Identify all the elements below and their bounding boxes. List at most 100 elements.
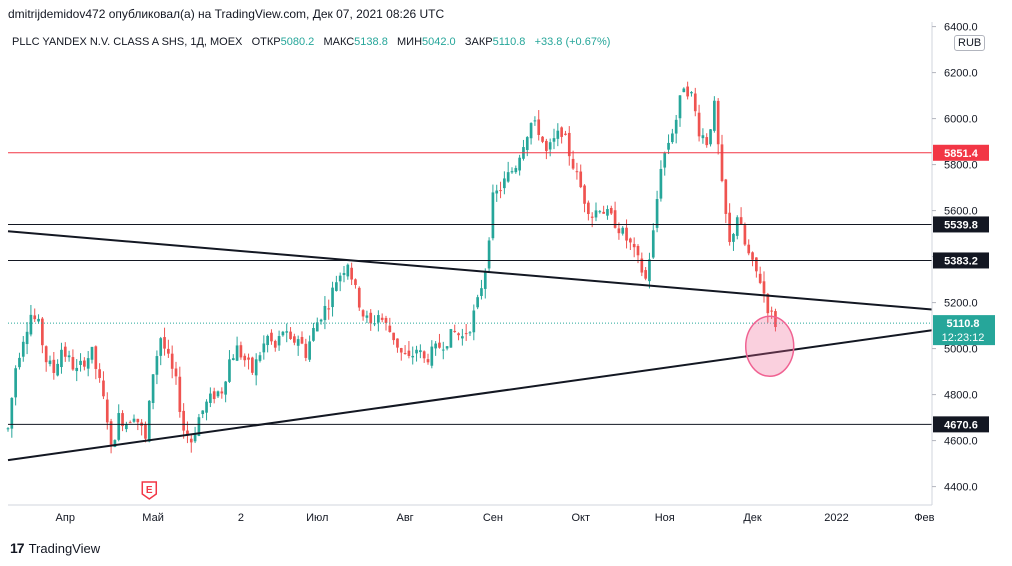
- candle-body: [197, 417, 201, 436]
- low-label: МИН: [397, 36, 423, 48]
- tradingview-logo-icon: 17: [10, 540, 25, 556]
- footer-brand: 17 TradingView: [10, 540, 100, 556]
- x-tick-label: Окт: [571, 512, 590, 524]
- candle-body: [388, 325, 392, 332]
- candle-body: [464, 333, 468, 335]
- y-tick-label: 5600.0: [944, 206, 978, 218]
- candle-body: [533, 120, 537, 122]
- candle-body: [235, 345, 239, 361]
- currency-button[interactable]: RUB: [954, 35, 986, 51]
- low-value: 5042.0: [422, 36, 456, 48]
- candle-body: [560, 127, 563, 137]
- current-price-tag-bg: [933, 315, 995, 346]
- candle-body: [693, 93, 697, 112]
- candle-body: [117, 413, 121, 440]
- x-tick-label: Авг: [396, 512, 413, 524]
- candle-body: [109, 421, 113, 445]
- close-value: 5110.8: [492, 36, 526, 48]
- candle-body: [136, 418, 140, 423]
- high-value: 5138.8: [354, 36, 388, 48]
- candle-body: [63, 346, 67, 357]
- candle-body: [67, 355, 71, 358]
- candle-body: [659, 168, 663, 199]
- candle-body: [37, 318, 40, 322]
- candle-body: [277, 336, 281, 346]
- candle-body: [18, 357, 21, 368]
- candle-body: [373, 323, 376, 325]
- candle-body: [125, 424, 128, 430]
- candle-body: [438, 342, 441, 348]
- candle-body: [79, 360, 82, 365]
- candle-body: [262, 343, 266, 353]
- y-tick-label: 6400.0: [944, 22, 978, 34]
- x-tick-label: 2022: [824, 512, 848, 524]
- x-tick-label: Сен: [483, 512, 503, 524]
- candle-body: [289, 331, 292, 339]
- y-tick-label: 5800.0: [944, 160, 978, 172]
- candle-body: [21, 341, 25, 357]
- candle-body: [75, 367, 79, 372]
- candle-body: [399, 348, 403, 353]
- candle-body: [228, 359, 231, 382]
- current-price-label: 5110.8: [946, 318, 979, 330]
- x-tick-label: Дек: [743, 512, 762, 524]
- candle-body: [90, 346, 94, 360]
- candle-body: [377, 315, 380, 323]
- candle-body: [434, 343, 437, 349]
- candle-body: [602, 211, 605, 214]
- candle-body: [701, 135, 705, 139]
- candle-body: [476, 297, 479, 308]
- level-tag-label: 5539.8: [944, 219, 978, 231]
- candle-body: [44, 346, 48, 363]
- candle-body: [651, 230, 655, 258]
- candle-body: [617, 228, 621, 234]
- candle-body: [587, 202, 590, 215]
- candle-body: [709, 129, 712, 145]
- candle-body: [98, 369, 101, 378]
- candle-body: [755, 257, 758, 272]
- candle-body: [552, 138, 556, 142]
- candle-body: [159, 338, 163, 356]
- candle-body: [537, 119, 541, 135]
- candle-body: [491, 192, 495, 239]
- symbol-legend: PLLC YANDEX N.V. CLASS A SHS, 1Д, MOEX О…: [12, 36, 610, 48]
- candle-body: [571, 158, 575, 169]
- candle-body: [86, 358, 90, 369]
- open-value: 5080.2: [280, 36, 315, 48]
- candle-body: [327, 308, 331, 310]
- level-tag-bg: [933, 144, 989, 161]
- candle-body: [48, 360, 52, 364]
- y-tick-label: 5200.0: [944, 298, 978, 310]
- price-tags: 5851.4 5539.8 5383.2 4670.6 5110.8 12:23:12: [933, 144, 995, 433]
- candle-body: [774, 311, 777, 328]
- candle-body: [705, 137, 709, 146]
- candle-body: [598, 211, 602, 213]
- candle-body: [144, 424, 147, 439]
- candle-body: [357, 287, 361, 308]
- highlight-circle-layer: E: [141, 315, 795, 500]
- publish-info: dmitrijdemidov472 опубликовал(а) на Trad…: [8, 7, 445, 21]
- candle-body: [457, 333, 460, 336]
- candle-body: [239, 345, 243, 358]
- candle-body: [545, 140, 548, 151]
- candle-body: [346, 264, 350, 277]
- candle-body: [105, 399, 109, 423]
- candle-body: [686, 86, 689, 97]
- earnings-marker-icon: [141, 481, 158, 500]
- candle-body: [480, 288, 483, 296]
- candle-body: [732, 233, 735, 242]
- candle-body: [94, 346, 98, 369]
- candle-body: [41, 318, 44, 346]
- open-label: ОТКР: [251, 36, 281, 48]
- candle-body: [514, 168, 518, 173]
- candle-body: [209, 393, 212, 403]
- candle-body: [6, 428, 10, 430]
- candle-body: [510, 171, 514, 173]
- candle-body: [430, 346, 434, 366]
- candle-body: [449, 329, 453, 348]
- candle-body: [33, 315, 37, 320]
- candle-body: [609, 207, 613, 214]
- candle-body: [71, 357, 75, 370]
- brand-name: TradingView: [28, 540, 101, 556]
